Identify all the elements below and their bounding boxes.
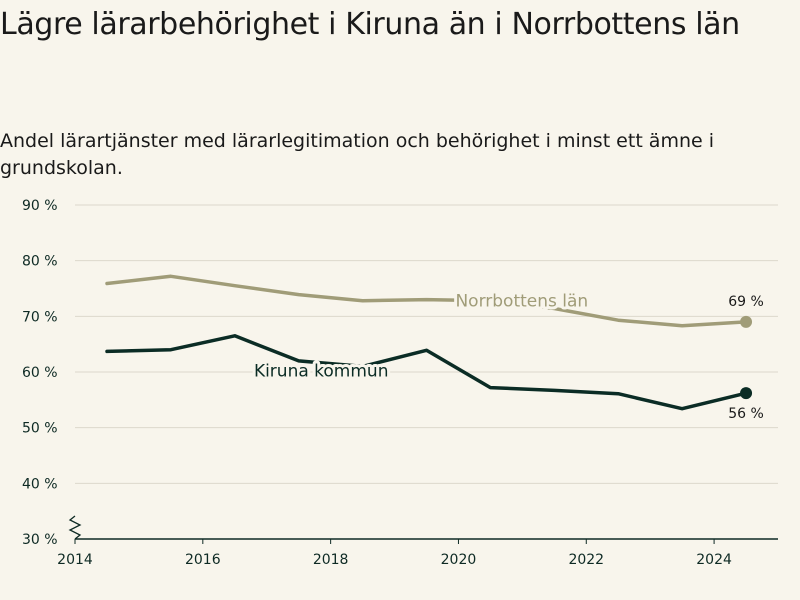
end-value-label: 69 %: [728, 294, 764, 310]
x-tick-label: 2024: [696, 552, 732, 568]
x-tick-label: 2018: [313, 552, 349, 568]
y-tick-label: 90 %: [22, 198, 58, 214]
chart-title: Lägre lärarbehörighet i Kiruna än i Norr…: [0, 7, 740, 42]
series-labels: Norrbottens län 69 % Kiruna kommun 56 %: [251, 289, 764, 422]
gridlines: [75, 204, 778, 484]
end-point-marker: [740, 387, 753, 400]
series-line: [105, 274, 748, 328]
x-axis: 2014 2016 2018 2020 2022 2024: [57, 515, 778, 568]
x-tick-label: 2022: [568, 552, 604, 568]
x-tick-label: 2020: [441, 552, 477, 568]
x-tick-label: 2014: [57, 552, 93, 568]
y-tick-label: 30 %: [22, 532, 58, 548]
y-tick-label: 60 %: [22, 365, 58, 381]
end-value-label: 56 %: [728, 406, 764, 422]
x-tick-label: 2016: [185, 552, 221, 568]
series-label: Norrbottens län: [455, 292, 588, 312]
y-tick-label: 80 %: [22, 254, 58, 270]
y-axis-ticks: 90 % 80 % 70 % 60 % 50 % 40 % 30 %: [22, 198, 58, 548]
series-line: [105, 334, 748, 411]
y-tick-label: 40 %: [22, 476, 58, 492]
end-point-marker: [740, 315, 753, 328]
series-label: Kiruna kommun: [254, 361, 389, 381]
y-tick-label: 50 %: [22, 421, 58, 437]
y-tick-label: 70 %: [22, 309, 58, 325]
chart-subtitle: Andel lärartjänster med lärarlegitimatio…: [0, 130, 715, 179]
series-lines: [105, 274, 753, 411]
axis-break-icon: [68, 515, 82, 540]
